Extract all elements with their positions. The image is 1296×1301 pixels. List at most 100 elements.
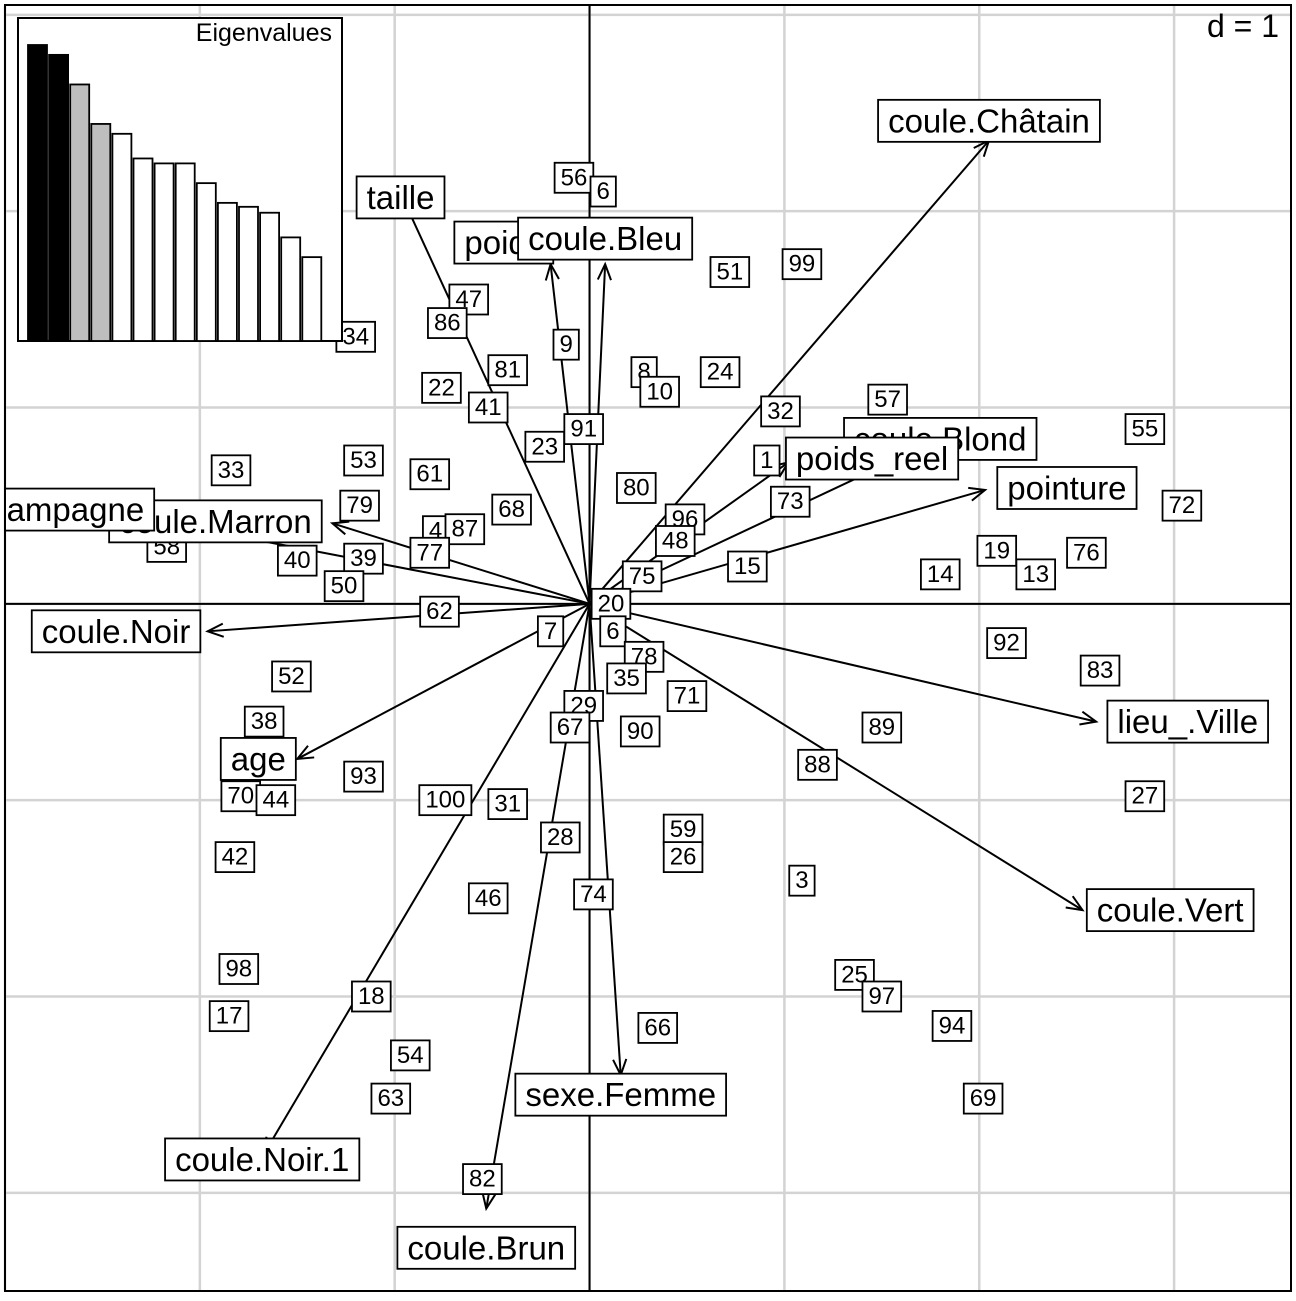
point-label: 23 <box>524 430 565 463</box>
point-label-text: 92 <box>993 630 1020 657</box>
variable-label-text: coule.Brun <box>407 1229 565 1266</box>
variable-label-text: taille <box>367 179 435 216</box>
point-label-box <box>769 485 811 518</box>
variable-label-text: pointure <box>1007 469 1126 506</box>
point-label: 97 <box>861 980 903 1013</box>
point-label-box <box>343 444 384 477</box>
point-label-box <box>976 534 1018 567</box>
point-label: 74 <box>573 878 614 911</box>
variable-label: Campagne <box>5 487 156 532</box>
eigenvalue-bar <box>90 123 112 342</box>
point-label-box <box>621 560 663 593</box>
point-label: 68 <box>491 493 532 526</box>
point-label: 83 <box>1079 654 1121 687</box>
eigenvalue-bar <box>111 132 133 342</box>
point-label: 9 <box>552 328 580 361</box>
point-label: 94 <box>931 1010 973 1042</box>
point-label-text: 39 <box>350 545 377 572</box>
point-label-box <box>920 558 961 591</box>
point-label-text: 6 <box>606 618 619 645</box>
point-label-box <box>662 813 704 846</box>
point-label-text: 77 <box>416 539 443 566</box>
point-label-text: 67 <box>557 714 584 741</box>
variable-label-box <box>996 466 1138 510</box>
point-label-box <box>1124 413 1166 445</box>
point-label: 10 <box>639 375 680 408</box>
point-label: 17 <box>208 1000 250 1033</box>
point-label-text: 1 <box>760 447 773 474</box>
point-label-box <box>1015 558 1057 591</box>
point-label-text: 97 <box>868 983 895 1010</box>
point-label-box <box>962 1082 1004 1115</box>
point-label-text: 14 <box>927 561 954 588</box>
point-label-box <box>861 711 903 744</box>
eigenvalues-inset: Eigenvalues <box>17 17 343 342</box>
point-label: 99 <box>781 248 823 281</box>
arrow-line <box>332 522 590 605</box>
point-label: 70 <box>220 780 262 813</box>
eigenvalue-bar <box>174 162 196 342</box>
point-label-text: 19 <box>983 537 1010 564</box>
point-label-box <box>619 715 661 748</box>
eigenvalue-bar <box>216 201 238 342</box>
variable-label-text: coule.Noir <box>42 613 191 650</box>
variable-label: coule.Noir <box>30 609 202 654</box>
eigenvalues-title: Eigenvalues <box>196 19 332 47</box>
point-label-box <box>536 615 565 648</box>
point-label: 7 <box>536 615 565 648</box>
point-label-text: 44 <box>262 787 289 814</box>
point-label-text: 48 <box>662 527 689 554</box>
arrow-head <box>329 520 350 536</box>
variable-label-text: coule.Noir.1 <box>175 1141 349 1178</box>
point-label-text: 71 <box>674 683 701 710</box>
point-label-text: 46 <box>475 885 502 912</box>
point-label: 14 <box>920 558 961 591</box>
point-label: 80 <box>616 472 657 504</box>
point-label-box <box>467 391 509 424</box>
point-label-text: 59 <box>670 816 697 843</box>
point-label: 26 <box>662 841 704 873</box>
eigenvalue-bar <box>259 211 281 342</box>
point-label-text: 15 <box>734 553 761 580</box>
point-label-text: 93 <box>350 763 377 790</box>
point-label-text: 28 <box>547 824 574 851</box>
point-label-box <box>243 705 285 738</box>
point-label-text: 75 <box>629 563 656 590</box>
arrow-head <box>1065 895 1085 912</box>
variable-label: sexe.Femme <box>514 1072 727 1117</box>
variable-label: poids_reel <box>785 436 960 481</box>
eigenvalue-bar <box>153 162 175 342</box>
point-label: 38 <box>243 705 285 738</box>
point-label-box <box>343 542 384 575</box>
arrow-head <box>1079 710 1099 726</box>
point-label: 46 <box>467 882 509 915</box>
point-label: 40 <box>277 544 318 577</box>
point-label-box <box>487 354 528 387</box>
variable-label-box <box>1085 888 1255 933</box>
point-label-box <box>1079 654 1121 687</box>
point-label-text: 72 <box>1169 492 1196 519</box>
point-label-text: 62 <box>426 598 453 625</box>
variable-label: coule.Châtain <box>877 98 1101 143</box>
variable-label-box <box>219 737 297 781</box>
point-label: 51 <box>709 256 751 288</box>
point-label: 33 <box>210 454 252 487</box>
point-label-text: 7 <box>544 618 557 645</box>
variable-label-box <box>355 175 446 220</box>
variable-label: coule.Brun <box>396 1225 577 1270</box>
point-label: 73 <box>769 485 811 518</box>
point-label-text: 54 <box>397 1042 424 1069</box>
scale-label: d = 1 <box>1207 8 1279 44</box>
variable-label-box <box>396 1225 577 1270</box>
point-label-box <box>210 454 252 487</box>
eigenvalue-bar <box>301 256 323 342</box>
point-label: 28 <box>540 821 581 854</box>
point-label-text: 52 <box>278 663 305 690</box>
point-label: 41 <box>467 391 509 424</box>
eigenvalue-bar <box>69 83 91 342</box>
point-label-box <box>637 1012 678 1044</box>
point-label: 54 <box>390 1039 431 1072</box>
point-label: 92 <box>986 627 1027 659</box>
point-label-text: 90 <box>627 718 654 745</box>
